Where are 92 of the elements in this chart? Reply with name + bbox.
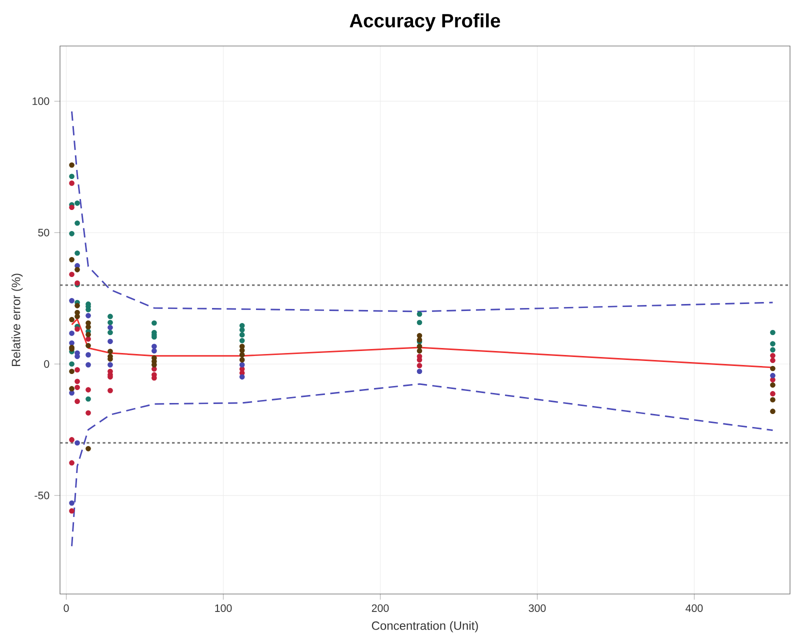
- point: [69, 180, 74, 186]
- point: [69, 162, 74, 168]
- x-tick-label: 0: [64, 604, 69, 612]
- point: [69, 298, 74, 304]
- point: [74, 266, 80, 272]
- point: [416, 311, 422, 317]
- point: [69, 437, 74, 442]
- point: [239, 362, 245, 368]
- point: [770, 391, 776, 396]
- point: [69, 257, 74, 262]
- point: [86, 387, 91, 392]
- point: [239, 327, 245, 333]
- point: [770, 352, 776, 358]
- point: [86, 312, 91, 318]
- point: [86, 396, 91, 402]
- point: [69, 330, 74, 336]
- point: [239, 348, 245, 354]
- point: [69, 390, 74, 396]
- point: [108, 348, 113, 354]
- point: [770, 397, 776, 402]
- point: [416, 320, 422, 326]
- point: [108, 314, 113, 320]
- point: [86, 332, 91, 338]
- chart-title: Accuracy Profile: [350, 13, 500, 32]
- point: [69, 204, 74, 210]
- point: [74, 384, 80, 390]
- point: [416, 348, 422, 354]
- point: [239, 338, 245, 344]
- point: [74, 326, 80, 332]
- point: [69, 386, 74, 392]
- point: [152, 344, 157, 350]
- point: [86, 352, 91, 358]
- point: [74, 220, 80, 226]
- point: [108, 362, 113, 368]
- point: [69, 368, 74, 374]
- point: [416, 332, 422, 338]
- x-tick-label: 400: [686, 604, 703, 612]
- y-tick-label: 50: [38, 228, 50, 236]
- point: [69, 460, 74, 466]
- x-axis-title: Concentration (Unit): [372, 621, 478, 632]
- y-tick-label: -50: [34, 492, 50, 500]
- point: [108, 388, 113, 394]
- point: [152, 320, 157, 326]
- point: [69, 340, 74, 346]
- point: [239, 374, 245, 380]
- point: [69, 230, 74, 236]
- line-series: [71, 383, 774, 547]
- point: [69, 500, 74, 506]
- x-tick-label: 200: [372, 604, 389, 612]
- point: [416, 362, 422, 368]
- point: [770, 377, 776, 382]
- point: [86, 342, 91, 348]
- point: [74, 440, 80, 446]
- point: [86, 362, 91, 368]
- point: [239, 357, 245, 362]
- point: [152, 348, 157, 354]
- point: [69, 272, 74, 278]
- point: [108, 338, 113, 344]
- point: [770, 372, 776, 378]
- point: [108, 324, 113, 330]
- point: [770, 330, 776, 336]
- point: [416, 368, 422, 374]
- point: [74, 378, 80, 384]
- point: [69, 174, 74, 180]
- point: [86, 410, 91, 416]
- point: [152, 366, 157, 372]
- point: [74, 200, 80, 206]
- point: [74, 303, 80, 308]
- point: [69, 316, 74, 322]
- y-tick-label: 0: [44, 360, 50, 368]
- point: [86, 336, 91, 342]
- x-tick-label: 100: [215, 604, 232, 612]
- point: [770, 382, 776, 388]
- point: [239, 352, 245, 358]
- point: [770, 358, 776, 364]
- x-tick-label: 300: [528, 604, 546, 612]
- y-axis-title: Relative error (%): [11, 274, 23, 366]
- point: [770, 347, 776, 352]
- point: [108, 330, 113, 336]
- point: [74, 398, 80, 404]
- point: [86, 446, 91, 452]
- point: [108, 320, 113, 326]
- point: [74, 250, 80, 256]
- point: [416, 344, 422, 350]
- point: [74, 367, 80, 372]
- point: [770, 408, 776, 414]
- point: [69, 361, 74, 367]
- y-tick-label: 100: [32, 97, 50, 105]
- point: [770, 341, 776, 346]
- point: [239, 332, 245, 338]
- point: [69, 508, 74, 514]
- point: [770, 366, 776, 372]
